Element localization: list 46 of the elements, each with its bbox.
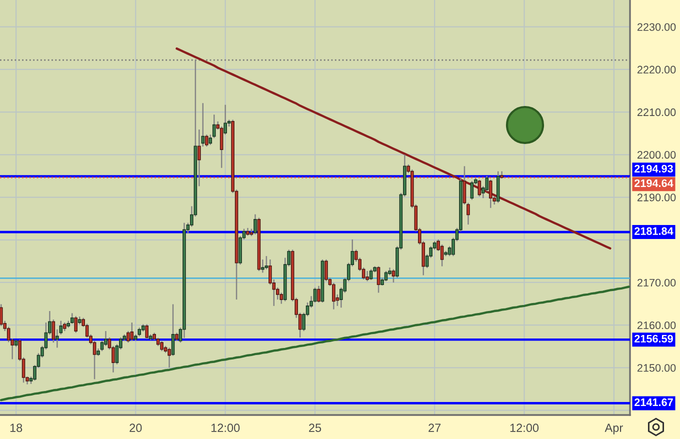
candlestick xyxy=(160,340,164,352)
candlestick xyxy=(130,322,134,342)
x-tick-label: 20 xyxy=(130,424,142,432)
candlestick xyxy=(366,270,369,282)
y-tick-label: 2200.00 xyxy=(637,151,676,159)
y-tick-label: 2190.00 xyxy=(637,194,676,202)
x-tick-label: 12:00 xyxy=(211,424,240,432)
candlestick xyxy=(261,258,264,274)
candlestick xyxy=(264,255,268,270)
ref-line-label: 2194.93 xyxy=(634,164,673,173)
candlestick xyxy=(324,258,328,282)
candlestick xyxy=(0,304,3,327)
ref-line-label: 2156.59 xyxy=(634,334,673,343)
x-tick-label: 18 xyxy=(10,424,22,432)
ref-line-label: 2194.64 xyxy=(634,179,674,188)
candlestick xyxy=(56,328,59,348)
candlestick xyxy=(145,324,149,340)
y-tick-label: 2220.00 xyxy=(637,66,676,74)
candlestick xyxy=(332,282,336,310)
ref-line-label: 2141.67 xyxy=(634,398,673,406)
y-tick-label: 2210.00 xyxy=(637,108,676,116)
candlestick xyxy=(392,268,396,284)
candlestick xyxy=(70,312,74,324)
y-tick-label: 2160.00 xyxy=(637,321,676,330)
x-tick-label: 27 xyxy=(428,424,441,432)
candlestick xyxy=(478,179,482,198)
line-series xyxy=(176,47,612,250)
candlestick xyxy=(254,214,257,235)
candlestick xyxy=(440,244,444,267)
candlestick xyxy=(369,268,373,281)
line-series xyxy=(0,286,630,402)
candlestick xyxy=(488,179,492,209)
y-tick-label: 2170.00 xyxy=(637,278,676,287)
candlestick xyxy=(313,286,317,304)
candlestick xyxy=(74,316,78,334)
candlestick xyxy=(384,270,388,282)
y-tick-label: 2150.00 xyxy=(637,364,676,372)
candlestick xyxy=(376,266,380,294)
x-tick-label: 25 xyxy=(309,424,322,432)
x-tick-label: Apr xyxy=(604,424,623,434)
candlestick xyxy=(470,180,474,200)
x-tick-label: 12:00 xyxy=(510,424,539,432)
y-tick-label: 2230.00 xyxy=(637,23,676,31)
candlestick xyxy=(104,330,108,347)
ref-line-label: 2181.84 xyxy=(634,227,674,235)
candlestick xyxy=(317,285,320,304)
